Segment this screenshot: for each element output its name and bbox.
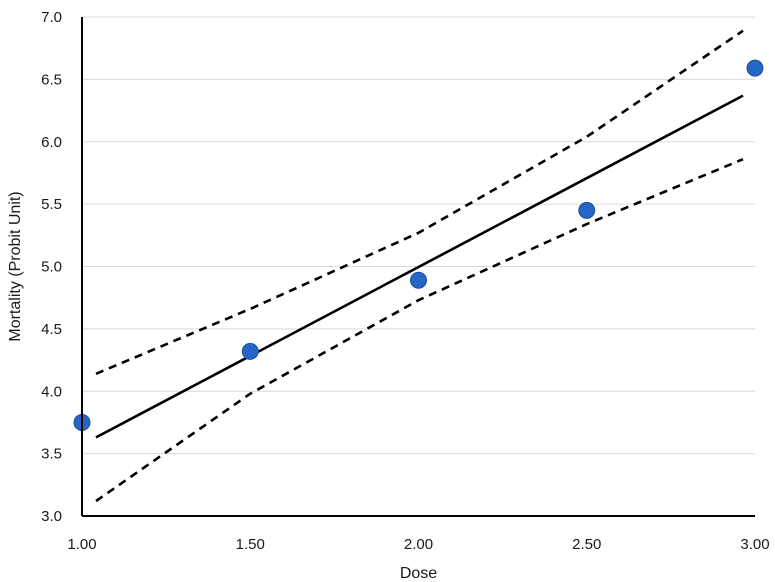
- grid-layer: [82, 16, 755, 455]
- y-tick-label-2: 4.0: [41, 383, 62, 400]
- series-layer: [95, 29, 744, 503]
- y-tick-label-0: 3.0: [41, 508, 62, 525]
- fit-line: [95, 94, 744, 439]
- y-axis-title: Mortality (Probit Unit): [7, 191, 24, 341]
- axis-layer: [81, 17, 755, 517]
- data-point: [746, 59, 764, 77]
- y-tick-label-6: 6.0: [41, 134, 62, 151]
- y-tick-label-8: 7.0: [41, 9, 62, 26]
- y-tick-label-3: 4.5: [41, 321, 62, 338]
- x-tick-label-0: 1.00: [67, 536, 96, 553]
- lower-confidence-line: [95, 158, 744, 503]
- x-tick-label-3: 2.50: [572, 536, 601, 553]
- data-point: [578, 201, 596, 219]
- y-tick-label-1: 3.5: [41, 446, 62, 463]
- upper-confidence-line: [95, 29, 744, 375]
- y-tick-label-4: 5.0: [41, 259, 62, 276]
- y-tick-label-7: 6.5: [41, 71, 62, 88]
- points-layer: [73, 59, 764, 431]
- labels-layer: 3.0 3.5 4.0 4.5 5.0 5.5 6.0 6.5 7.0 1.00 1.50 2.00 2…: [41, 9, 769, 553]
- y-tick-label-5: 5.5: [41, 196, 62, 213]
- x-tick-label-1: 1.50: [236, 536, 265, 553]
- x-axis-title: Dose: [400, 565, 437, 582]
- data-point: [410, 271, 427, 289]
- x-tick-label-2: 2.00: [404, 536, 433, 553]
- x-tick-label-4: 3.00: [740, 536, 769, 553]
- data-point: [241, 342, 259, 360]
